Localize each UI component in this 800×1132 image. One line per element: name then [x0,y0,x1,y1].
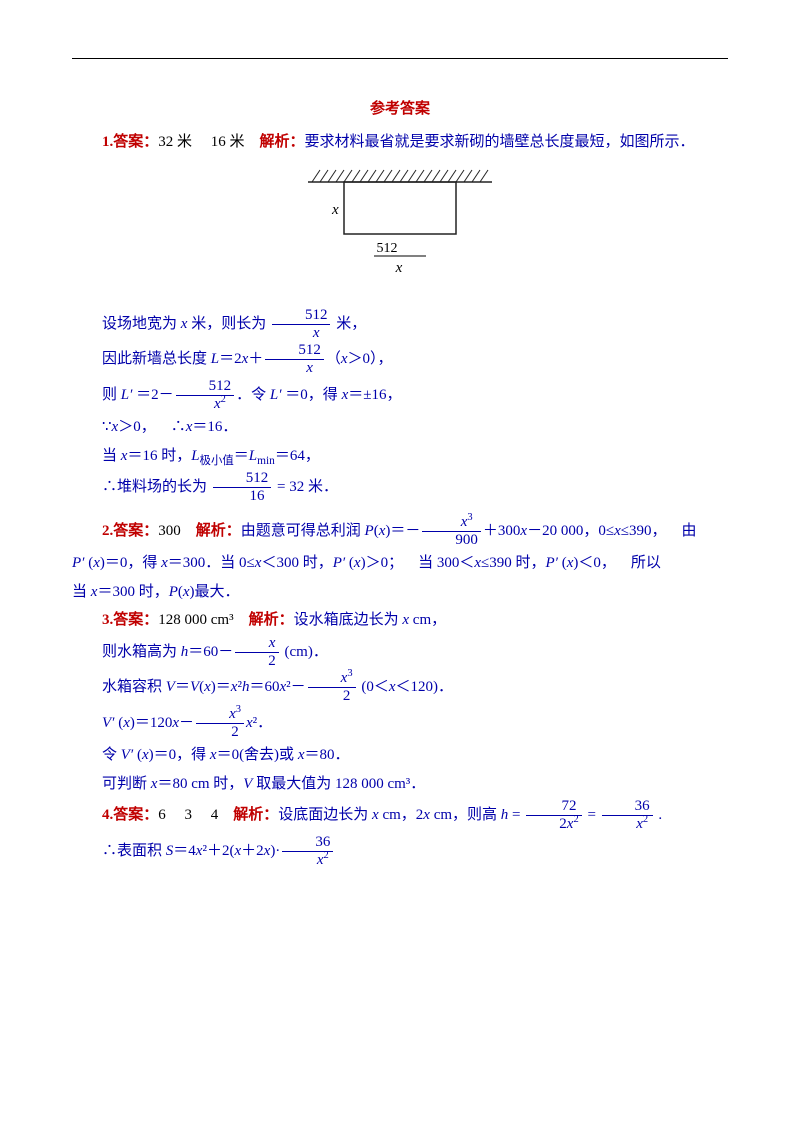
q1-line4: 则 L′ ＝2－512x2．令 L′ ＝0，得 x＝±16， [72,378,728,414]
svg-text:x: x [395,260,403,276]
diagram-left-label: x [331,202,339,218]
q1-line7: ∴堆料场的长为 51216 = 32 米． [72,470,728,506]
q3-line5: 令 V′ (x)＝0，得 x＝0(舍去)或 x＝80． [72,741,728,770]
page: 参考答案 1.答案：32 米 16 米 解析：要求材料最省就是要求新砌的墙壁总长… [0,0,800,1132]
q1-line3: 因此新墙总长度 L＝2x＋512x（x＞0）， [72,342,728,378]
q2-line1: 2.答案：300 解析：由题意可得总利润 P(x)＝－x3900＋300x－20… [72,514,728,550]
q3-line2: 则水箱高为 h＝60－x2 (cm)． [72,635,728,671]
q1-line1: 1.答案：32 米 16 米 解析：要求材料最省就是要求新砌的墙壁总长度最短，如… [72,128,728,157]
wall-diagram-svg: x 512 x [290,162,510,282]
q2-line2: P′ (x)＝0，得 x＝300．当 0≤x＜300 时，P′ (x)＞0； 当… [72,549,728,578]
top-rule [72,58,728,59]
q1-diagram: x 512 x [72,162,728,293]
q2-line3: 当 x＝300 时，P(x)最大． [72,578,728,607]
q4-line1: 4.答案：6 3 4 解析：设底面边长为 x cm，2x cm，则高 h = 7… [72,798,728,834]
page-title: 参考答案 [72,95,728,124]
q1-label: 1.答案： [102,134,158,150]
q1-line2: 设场地宽为 x 米，则长为 512x 米， [72,307,728,343]
q3-line1: 3.答案：128 000 cm³ 解析：设水箱底边长为 x cm， [72,606,728,635]
q1-line5: ∵x＞0， ∴x＝16． [72,413,728,442]
q3-line4: V′ (x)＝120x－x32x²． [72,706,728,742]
q4-line2: ∴表面积 S＝4x²＋2(x＋2x)·36x2 [72,834,728,870]
q3-line3: 水箱容积 V＝V(x)＝x²h＝60x²－x32 (0＜x＜120)． [72,670,728,706]
q1-jiexi: 解析： [260,134,305,150]
q1-text1: 要求材料最省就是要求新砌的墙壁总长度最短，如图所示． [305,134,695,150]
svg-text:512: 512 [377,241,398,256]
q1-line6: 当 x＝16 时，L极小值＝Lmin＝64， [72,442,728,471]
q1-answer: 32 米 16 米 [158,134,259,150]
q3-line6: 可判断 x＝80 cm 时，V 取最大值为 128 000 cm³． [72,770,728,799]
